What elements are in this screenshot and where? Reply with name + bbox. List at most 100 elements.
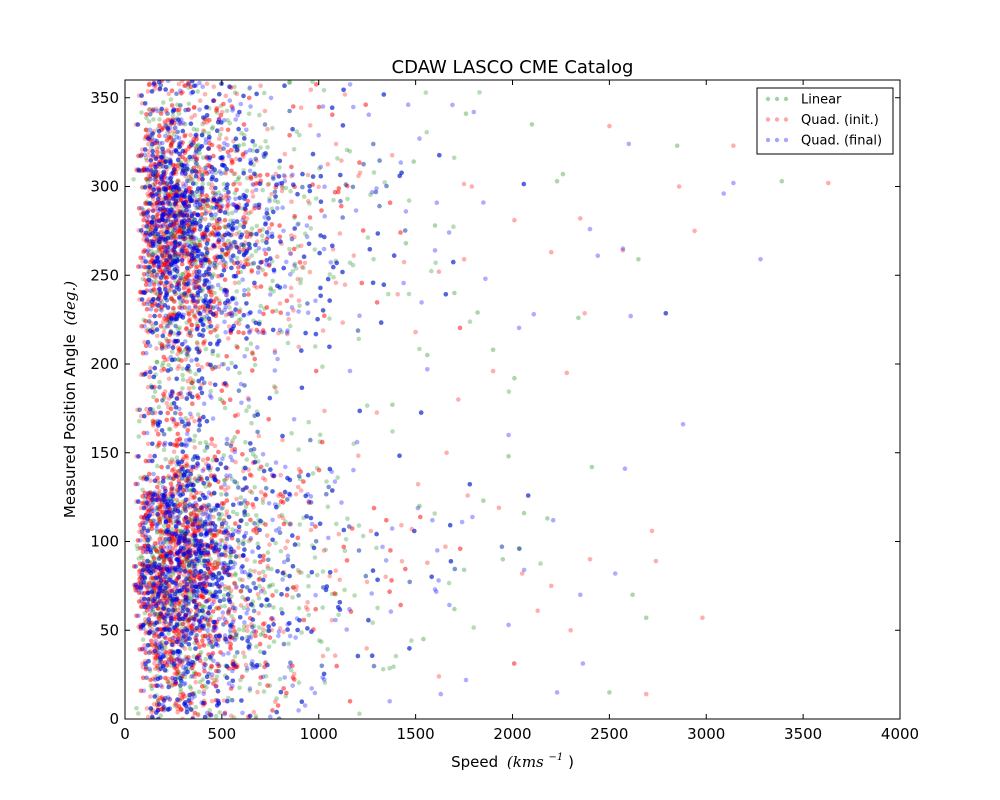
data-point — [344, 147, 350, 153]
data-point — [374, 300, 380, 305]
data-point — [467, 319, 473, 325]
data-point — [243, 230, 249, 235]
data-point — [307, 269, 313, 275]
data-point — [312, 247, 318, 252]
data-point — [224, 108, 230, 114]
data-point — [195, 412, 201, 417]
data-point — [157, 240, 162, 246]
data-point — [257, 576, 263, 581]
data-point — [257, 112, 262, 118]
data-point — [371, 170, 377, 175]
data-point — [252, 559, 258, 564]
data-point — [199, 476, 204, 482]
data-point — [465, 493, 471, 498]
data-point — [351, 253, 357, 258]
data-point — [197, 542, 202, 548]
data-point — [159, 533, 164, 538]
data-point — [168, 315, 174, 321]
data-point — [210, 124, 216, 130]
data-point — [253, 454, 258, 460]
data-point — [274, 696, 279, 701]
data-point — [176, 363, 182, 369]
data-point — [222, 187, 227, 193]
data-point — [200, 677, 206, 682]
data-point — [181, 533, 187, 538]
data-point — [148, 518, 153, 524]
data-point — [271, 639, 277, 644]
data-point — [308, 87, 314, 93]
data-point — [265, 126, 270, 132]
data-point — [239, 130, 244, 136]
data-point — [201, 340, 206, 345]
data-point — [258, 649, 263, 654]
data-point — [260, 627, 266, 632]
data-point — [322, 680, 328, 685]
data-point — [260, 187, 266, 193]
data-point — [145, 621, 151, 627]
data-point — [170, 654, 175, 659]
data-point — [199, 684, 205, 689]
data-point — [174, 497, 180, 503]
data-point — [406, 198, 412, 203]
data-point — [152, 661, 157, 666]
data-point — [212, 443, 218, 449]
data-point — [364, 403, 370, 408]
data-point — [194, 242, 199, 248]
data-point — [302, 260, 308, 266]
data-point — [265, 145, 270, 150]
data-point — [228, 240, 234, 246]
data-point — [183, 357, 189, 362]
data-point — [265, 566, 271, 571]
data-point — [192, 669, 197, 675]
data-point — [213, 713, 219, 719]
data-point — [156, 404, 162, 410]
data-point — [195, 341, 200, 347]
data-point — [182, 534, 188, 540]
data-point — [195, 89, 200, 94]
data-point — [305, 172, 311, 178]
data-point — [159, 605, 165, 610]
data-point — [177, 621, 182, 627]
data-point — [246, 292, 251, 297]
data-point — [243, 219, 248, 225]
data-point — [260, 569, 266, 574]
data-point — [187, 318, 192, 324]
data-point — [375, 605, 380, 611]
data-point — [242, 133, 247, 138]
data-point — [175, 489, 181, 495]
data-point — [146, 526, 152, 532]
data-point — [298, 243, 304, 249]
data-point — [176, 81, 182, 87]
data-point — [152, 232, 157, 238]
data-point — [171, 234, 176, 239]
data-point — [210, 458, 216, 463]
data-point — [263, 139, 268, 144]
data-point — [149, 710, 154, 715]
data-point — [360, 533, 366, 539]
data-point — [297, 570, 302, 575]
data-point — [211, 190, 216, 196]
data-point — [178, 164, 183, 169]
data-point — [245, 628, 250, 634]
data-point — [131, 177, 136, 182]
data-point — [432, 511, 438, 516]
data-point — [197, 440, 203, 446]
data-point — [168, 143, 174, 149]
data-point — [190, 177, 196, 182]
data-point — [180, 377, 186, 382]
data-point — [174, 455, 180, 461]
data-point — [191, 589, 197, 594]
data-point — [152, 389, 158, 395]
data-point — [251, 709, 257, 715]
data-point — [191, 385, 196, 390]
data-point — [322, 408, 327, 414]
data-point — [214, 326, 219, 332]
data-point — [290, 595, 295, 600]
data-point — [233, 553, 239, 559]
data-point — [186, 101, 192, 107]
data-point — [325, 646, 331, 652]
data-point — [288, 189, 293, 194]
data-point — [219, 492, 224, 497]
data-point — [169, 349, 175, 355]
data-point — [208, 389, 213, 394]
